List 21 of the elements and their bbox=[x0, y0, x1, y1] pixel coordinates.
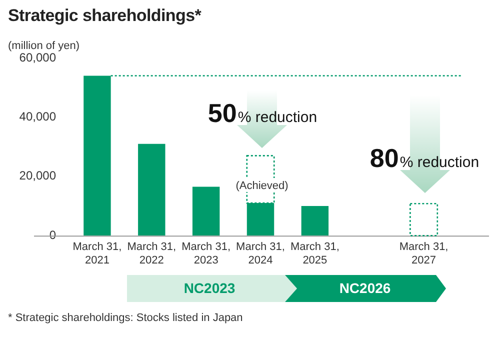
annotation: 50% reduction bbox=[208, 98, 318, 128]
text: NC2026 bbox=[338, 279, 392, 298]
text: * Strategic shareholdings: Stocks listed in Japan bbox=[8, 312, 243, 324]
bar bbox=[138, 144, 166, 236]
text: NC2023 bbox=[182, 279, 236, 298]
x-tick-label: March 31, 2022 bbox=[127, 241, 176, 266]
annotation: (Achieved) bbox=[236, 180, 288, 192]
x-tick-label: March 31, 2027 bbox=[399, 241, 448, 266]
bar bbox=[410, 202, 438, 236]
y-tick-label: 60,000 bbox=[19, 50, 56, 64]
x-tick-label: March 31, 2025 bbox=[290, 241, 340, 266]
bar bbox=[301, 206, 329, 236]
x-tick-label: March 31, 2021 bbox=[72, 241, 122, 266]
chart-title: Strategic shareholdings* bbox=[8, 6, 202, 26]
bar bbox=[192, 186, 220, 236]
x-tick-label: March 31, 2024 bbox=[236, 241, 285, 266]
y-axis-title: (million of yen) bbox=[8, 40, 80, 52]
y-tick-label: 20,000 bbox=[19, 168, 56, 183]
y-tick-label: 40,000 bbox=[19, 110, 56, 124]
x-tick-label: March 31, 2023 bbox=[182, 241, 231, 266]
annotation: 80% reduction bbox=[370, 143, 480, 173]
